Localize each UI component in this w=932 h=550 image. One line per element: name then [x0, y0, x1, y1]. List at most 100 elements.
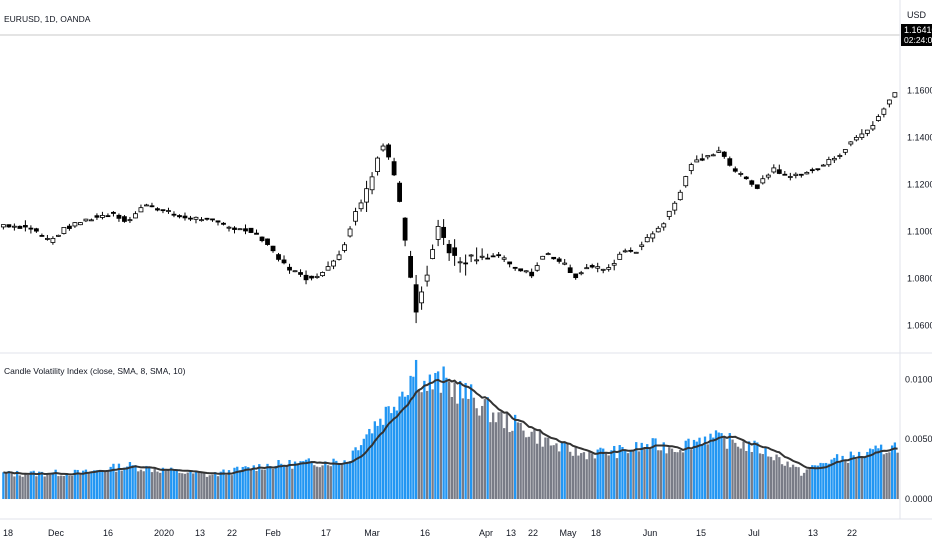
- histogram-bar: [558, 451, 561, 500]
- histogram-bar: [434, 372, 437, 500]
- candle-up: [193, 216, 199, 220]
- histogram-bar: [194, 471, 198, 500]
- histogram-bar: [76, 469, 79, 500]
- candle-down: [776, 169, 782, 174]
- histogram-bar: [525, 437, 528, 500]
- histogram-bar: [379, 418, 382, 500]
- candle-up: [848, 141, 854, 145]
- candle-up: [375, 157, 380, 172]
- candle-down: [441, 226, 447, 238]
- indicator-tick-label: 0.01000: [905, 374, 932, 384]
- candle-down: [446, 243, 452, 254]
- histogram-bar: [527, 436, 531, 500]
- histogram-bar: [32, 470, 35, 500]
- histogram-bar: [244, 466, 247, 500]
- candle-up: [369, 176, 375, 191]
- histogram-bar: [857, 451, 861, 500]
- histogram-bar: [186, 472, 189, 500]
- candle-down: [215, 220, 221, 223]
- candle-up: [11, 225, 17, 228]
- histogram-bar: [43, 476, 46, 500]
- histogram-bar: [797, 467, 800, 500]
- price-axis[interactable]: 1.06000 1.08000 1.10000 1.12000 1.14000 1.160…: [907, 86, 932, 331]
- histogram-bar: [456, 403, 459, 500]
- histogram-bar: [376, 425, 379, 500]
- candle-down: [17, 225, 23, 229]
- histogram-bar: [453, 382, 456, 500]
- histogram-bar: [447, 381, 451, 500]
- candle-up: [892, 92, 898, 98]
- candle-up: [683, 176, 689, 187]
- histogram-bar: [274, 465, 277, 500]
- histogram-bar: [225, 474, 228, 500]
- histogram-bar: [403, 396, 407, 500]
- histogram-bar: [800, 475, 803, 500]
- histogram-bar: [835, 454, 839, 500]
- histogram-bar: [431, 389, 434, 500]
- histogram-bar: [508, 432, 511, 500]
- histogram-bar: [745, 451, 748, 500]
- histogram-bar: [813, 465, 817, 500]
- time-tick-label: Mar: [364, 528, 380, 538]
- candle-up: [501, 257, 507, 260]
- candle-up: [358, 202, 364, 210]
- candle-down: [259, 236, 265, 242]
- candle-up: [864, 129, 870, 134]
- histogram-bar: [159, 472, 162, 500]
- candle-up: [853, 137, 859, 141]
- candle-up: [138, 207, 144, 213]
- histogram-bar: [222, 469, 225, 500]
- histogram-bar: [533, 429, 536, 500]
- currency-label: USD: [907, 10, 927, 20]
- candle-down: [188, 217, 193, 220]
- histogram-bar: [48, 474, 52, 500]
- last-price-tag: [901, 24, 932, 46]
- candle-down: [204, 217, 210, 220]
- candle-up: [325, 266, 331, 271]
- histogram-bar: [615, 458, 619, 500]
- candle-down: [28, 227, 34, 230]
- histogram-bar: [266, 463, 269, 500]
- candle-down: [413, 284, 419, 313]
- symbol-title: EURUSD, 1D, OANDA: [4, 14, 91, 24]
- histogram-bar: [313, 465, 316, 500]
- histogram-bar: [368, 428, 371, 500]
- histogram-bar: [731, 439, 734, 500]
- candle-down: [248, 227, 254, 233]
- candle-up: [342, 244, 347, 251]
- histogram-bar: [40, 471, 44, 500]
- histogram-bar: [197, 472, 200, 500]
- histogram-bar: [896, 452, 899, 500]
- histogram-bar: [120, 470, 123, 500]
- histogram-bar: [698, 437, 701, 500]
- histogram-bar: [885, 453, 888, 500]
- histogram-bar: [178, 472, 181, 500]
- candle-up: [787, 176, 793, 178]
- candle-down: [116, 214, 122, 219]
- histogram-bar: [219, 471, 222, 500]
- candle-down: [6, 224, 12, 228]
- time-axis[interactable]: 18 Dec 16 2020 13 22 Feb 17 Mar 16 Apr 13 22 May 18 Jun…: [3, 528, 857, 538]
- histogram-bar: [514, 414, 517, 500]
- time-tick-label: Jun: [643, 528, 658, 538]
- candle-down: [177, 215, 182, 218]
- candle-down: [408, 256, 414, 278]
- histogram-bar: [2, 472, 5, 500]
- histogram-bar: [714, 430, 718, 500]
- candle-down: [485, 257, 491, 260]
- histogram-bar: [841, 455, 844, 500]
- price-candles: [0, 92, 898, 324]
- price-pane: [0, 92, 898, 324]
- time-tick-label: 18: [591, 528, 601, 538]
- candle-down: [490, 255, 496, 258]
- histogram-bar: [291, 468, 294, 500]
- histogram-bar: [893, 442, 897, 500]
- histogram-bar: [874, 445, 877, 500]
- candle-down: [743, 176, 749, 180]
- histogram-bar: [549, 445, 553, 500]
- histogram-bar: [588, 451, 591, 500]
- histogram-bar: [692, 439, 696, 500]
- time-tick-label: Feb: [265, 528, 281, 538]
